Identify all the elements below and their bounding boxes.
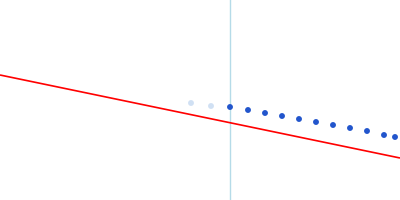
Point <box>188 101 194 105</box>
Point <box>330 123 336 127</box>
Point <box>381 133 387 137</box>
Point <box>279 114 285 118</box>
Point <box>364 129 370 133</box>
Point <box>245 108 251 112</box>
Point <box>227 105 233 109</box>
Point <box>208 104 214 108</box>
Point <box>262 111 268 115</box>
Point <box>347 126 353 130</box>
Point <box>296 117 302 121</box>
Point <box>392 135 398 139</box>
Point <box>313 120 319 124</box>
